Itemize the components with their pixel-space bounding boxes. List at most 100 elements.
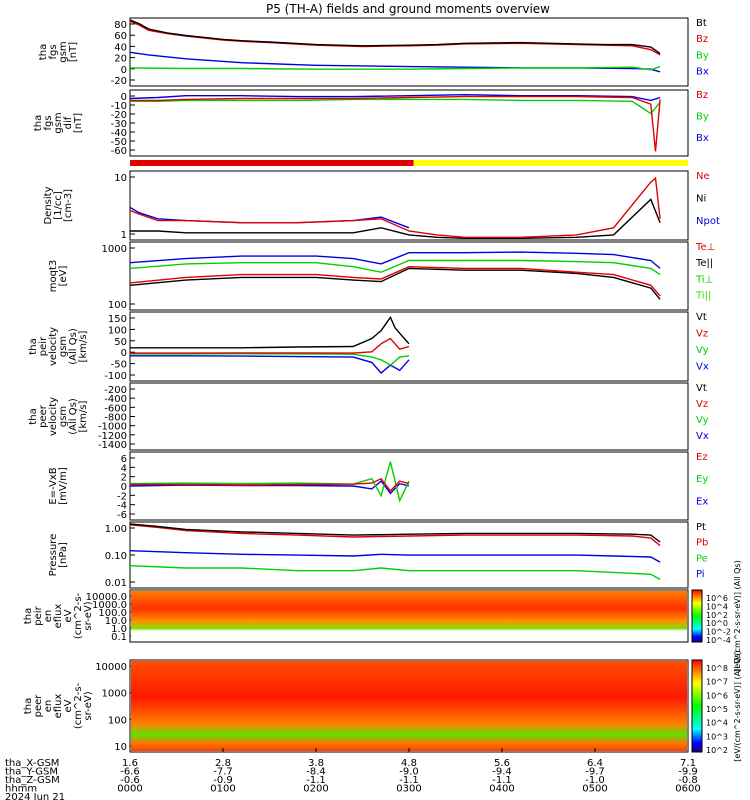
legend-label: Vz <box>696 399 708 410</box>
ylabel-line: eV <box>63 699 74 712</box>
ylabel-line: gsm <box>58 336 69 357</box>
ytick-label: 100 <box>108 325 127 336</box>
panel-6: thapeervelocitygsm(All Qs)[km/s] -200-400… <box>28 382 709 451</box>
ylabel-line: eV <box>63 609 74 622</box>
axis-value: -6.6 <box>120 767 140 778</box>
ytick-label: 100 <box>108 715 127 726</box>
ylabel-line: (cm^2-s- <box>73 592 84 639</box>
series-line <box>130 198 661 240</box>
ylabel-line: peir <box>33 605 44 625</box>
ylabel-line: [nPa] <box>58 542 69 568</box>
axis-value: 0100 <box>210 784 235 795</box>
ytick-label: 10 <box>114 742 127 753</box>
series-line <box>129 550 661 563</box>
axis-value: 1.6 <box>122 758 138 769</box>
ytick-label: 4 <box>121 463 127 474</box>
ylabel-line: (cm^2-s- <box>73 682 84 729</box>
ytick-label: -800 <box>104 413 127 424</box>
ylabel-line: peer <box>38 404 49 428</box>
axis-value: 0400 <box>489 784 514 795</box>
series-line <box>129 267 661 300</box>
plot-title: P5 (TH-A) fields and ground moments over… <box>266 2 550 16</box>
ylabel-line: gsm <box>53 112 64 133</box>
legend-label: Te⊥ <box>695 242 715 253</box>
axis-value: 0000 <box>117 784 142 795</box>
heatmap-fill <box>131 661 687 751</box>
panel-ylabel: moqt3[eV] <box>48 260 69 293</box>
legend-label: Ti|| <box>695 291 711 302</box>
axis-value: 4.8 <box>401 758 417 769</box>
legend-label: Ez <box>696 452 708 463</box>
axis-value: -0.8 <box>678 775 698 786</box>
colorbar-tick: 10^2 <box>706 611 728 620</box>
ytick-label: -20 <box>111 110 127 121</box>
panel-frame <box>129 311 689 382</box>
panel-ylabel: Pressure[nPa] <box>48 534 69 577</box>
legend-label: Vx <box>696 361 709 372</box>
colorbar-tick: 10^2 <box>706 746 728 755</box>
ylabel-line: [mV/m] <box>58 467 69 505</box>
legend-label: Ey <box>696 474 708 485</box>
axis-value: 2.8 <box>215 758 231 769</box>
legend-label: By <box>696 50 709 61</box>
legend-label: Vy <box>696 345 709 356</box>
axis-value: 6.4 <box>587 758 603 769</box>
ytick-label: -600 <box>104 403 127 414</box>
axis-value: -0.6 <box>120 775 140 786</box>
panels: thafgsgsm[nT]806040200-20BtBzByBxthafgsg… <box>23 17 742 762</box>
legend-label: Bt <box>696 18 707 29</box>
ylabel-line: [km/s] <box>78 330 89 362</box>
axis-row-label: tha_X-GSM <box>5 758 59 769</box>
legend-label: Vt <box>696 312 707 323</box>
ylabel-line: [nT] <box>68 42 79 62</box>
ytick-label: -200 <box>104 385 127 396</box>
colorbar-label: [eV/(cm^2-s-sr-eV)] (All Qs) <box>733 560 742 671</box>
colorbar-tick: 10^6 <box>706 691 728 700</box>
axis-value: -1.1 <box>306 775 326 786</box>
axis-value: 0500 <box>582 784 607 795</box>
ylabel-line: sr-eV) <box>83 601 94 630</box>
ytick-label: 10000.0 <box>86 592 127 603</box>
ylabel-line: tha <box>23 698 34 714</box>
axis-value: 0200 <box>303 784 328 795</box>
colorbar-tick: 10^-4 <box>706 636 731 645</box>
legend-label: Pi <box>696 569 705 580</box>
ytick-label: -50 <box>111 137 127 148</box>
ytick-label: 0.1 <box>111 632 127 643</box>
panel-ylabel: thafgsgsm[nT] <box>38 41 79 62</box>
ylabel-line: velocity <box>48 397 59 436</box>
series-line <box>130 337 410 354</box>
colorbar-tick: 10^5 <box>706 705 728 714</box>
axis-value: -9.9 <box>678 767 698 778</box>
ylabel-line: (All Qs) <box>68 398 79 435</box>
ylabel-line: dif <box>63 116 74 129</box>
ylabel-line: Density <box>43 186 54 224</box>
axis-row-label: tha_Y-GSM <box>5 767 58 778</box>
ytick-label: 2 <box>121 473 127 484</box>
legend-label: Ni <box>696 194 706 205</box>
panel-frame <box>129 17 689 87</box>
panel-frame <box>129 241 689 311</box>
legend-label: Vz <box>696 328 708 339</box>
panel-ylabel: thapeirenefluxeV(cm^2-s-sr-eV) <box>23 592 94 639</box>
series-line <box>130 95 661 152</box>
ylabel-line: tha <box>28 408 39 424</box>
legend-label: Ne <box>696 171 710 182</box>
ylabel-line: tha <box>23 608 34 624</box>
ylabel-line: Pressure <box>48 534 59 577</box>
ytick-label: 1000 <box>102 244 127 255</box>
colorbar-label: [eV/(cm^2-s-sr-eV)] (All Qs) <box>733 650 742 761</box>
ylabel-line: velocity <box>48 327 59 366</box>
panel-8: Pressure[nPa] 1.00 0.10 0.01 Pt Pb Pe Pi <box>48 521 708 589</box>
legend-label: Pe <box>696 553 708 564</box>
ylabel-line: sr-eV) <box>83 691 94 720</box>
panel-frame <box>129 170 689 241</box>
colorbar-tick: 10^7 <box>706 678 728 687</box>
series-line <box>129 259 661 276</box>
ylabel-line: eflux <box>53 604 64 629</box>
colorbar-tick: 10^8 <box>706 664 728 673</box>
panel-ylabel: thapeirvelocitygsm(All Qs)[km/s] <box>28 327 89 366</box>
